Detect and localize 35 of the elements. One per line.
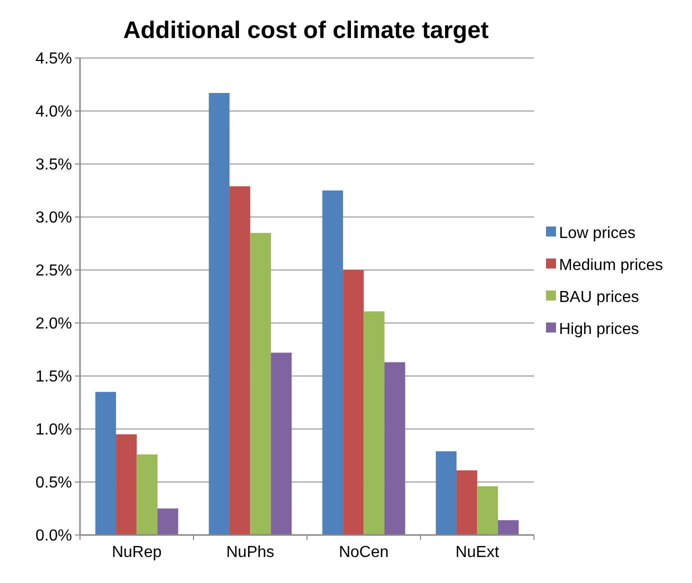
legend-label: High prices (559, 321, 640, 338)
bar (116, 434, 137, 535)
bar (136, 454, 158, 535)
bar (322, 190, 344, 535)
y-tick-label: 0.0% (36, 528, 72, 545)
bar (456, 470, 478, 535)
legend-label: BAU prices (559, 289, 640, 306)
y-tick-label: 2.5% (36, 262, 72, 280)
y-tick-label: 1.5% (36, 368, 72, 386)
bar (364, 311, 384, 535)
bar (157, 508, 178, 535)
bar (270, 352, 292, 535)
y-tick-label: 4.5% (36, 50, 72, 68)
y-tick-label: 1.0% (36, 422, 72, 439)
bar (477, 486, 498, 535)
chart-title: Additional cost of climate target (123, 17, 489, 44)
bar (343, 270, 364, 535)
x-tick-label: NoCen (338, 544, 389, 561)
legend-label: Low prices (559, 225, 636, 242)
bar (436, 451, 457, 535)
bar (95, 392, 116, 535)
bar (498, 520, 519, 535)
y-tick-label: 2.0% (36, 316, 72, 333)
x-tick-label: NuExt (455, 544, 500, 561)
y-tick-label: 0.5% (36, 474, 72, 492)
legend-label: Medium prices (559, 257, 664, 274)
bar (384, 362, 406, 535)
bar (230, 186, 250, 535)
x-tick-label: NuPhs (226, 544, 274, 561)
y-tick-label: 3.5% (36, 156, 72, 174)
y-tick-label: 4.0% (36, 104, 72, 121)
x-tick-label: NuRep (112, 544, 162, 561)
bar (250, 232, 271, 535)
bar (208, 92, 230, 535)
y-tick-label: 3.0% (36, 210, 72, 227)
